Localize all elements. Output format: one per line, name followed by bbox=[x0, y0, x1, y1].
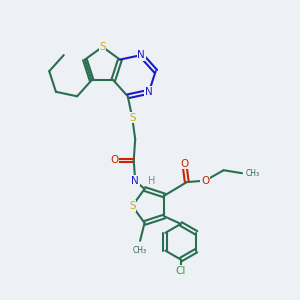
Text: S: S bbox=[129, 201, 136, 211]
Text: O: O bbox=[110, 155, 118, 166]
Text: S: S bbox=[129, 113, 136, 123]
Text: H: H bbox=[148, 176, 155, 186]
Text: Cl: Cl bbox=[176, 266, 186, 276]
Text: N: N bbox=[145, 87, 153, 97]
Text: N: N bbox=[131, 176, 139, 186]
Text: O: O bbox=[180, 159, 188, 169]
Text: CH₃: CH₃ bbox=[133, 246, 147, 255]
Text: N: N bbox=[137, 50, 145, 60]
Text: CH₃: CH₃ bbox=[246, 169, 260, 178]
Text: S: S bbox=[99, 42, 106, 52]
Text: O: O bbox=[201, 176, 209, 186]
